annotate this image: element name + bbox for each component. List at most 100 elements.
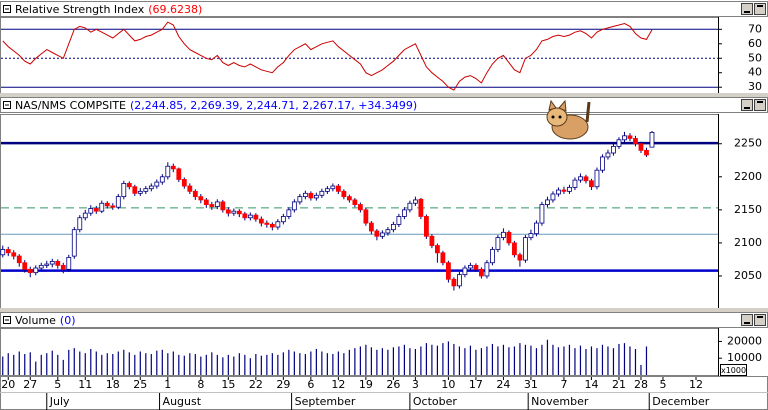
maximize-button[interactable] <box>754 314 766 326</box>
cat-head <box>546 107 568 127</box>
x-tick-label: 5 <box>54 378 61 391</box>
candle-body <box>517 254 523 261</box>
cat-ear <box>548 99 557 111</box>
month-label: November <box>531 395 589 408</box>
candle-body <box>512 242 517 256</box>
plot-frame <box>0 328 719 376</box>
candle-body <box>82 212 88 219</box>
candle-body <box>534 222 539 235</box>
x-tick-label: 15 <box>221 378 235 391</box>
candle-body <box>33 267 39 274</box>
y-tick-label: 2200 <box>734 170 762 183</box>
candle-body <box>578 176 583 181</box>
unit-box <box>720 364 747 376</box>
candle-body <box>583 176 589 182</box>
cat-icon <box>546 99 591 140</box>
y-tick-label: 2100 <box>734 236 762 249</box>
candle-body <box>407 202 413 211</box>
x-tick-label: 28 <box>634 378 648 391</box>
minimize-button[interactable] <box>741 314 753 326</box>
candle-body <box>214 201 220 207</box>
pane-header <box>0 312 768 328</box>
maximize-button[interactable] <box>754 3 766 15</box>
x-tick-label: 20 <box>1 378 15 391</box>
candle-body <box>313 194 319 199</box>
candle-body <box>258 218 264 224</box>
maximize-button[interactable] <box>754 99 766 111</box>
candle-body <box>225 209 231 214</box>
candle-body <box>209 204 215 207</box>
candle-body <box>451 278 457 287</box>
candle-body <box>5 249 11 254</box>
candle-body <box>545 199 550 205</box>
candle-body <box>302 192 308 198</box>
y-tick-label: 30 <box>748 80 762 93</box>
y-tick-label: 2150 <box>734 203 762 216</box>
pane-title-value: (2,244.85, 2,269.39, 2,244.71, 2,267.17,… <box>130 99 417 112</box>
x-tick-label: 10 <box>441 378 455 391</box>
candle-body <box>627 135 633 139</box>
candle-body <box>550 193 556 201</box>
candle-body <box>247 214 253 219</box>
minimize-button[interactable] <box>741 99 753 111</box>
candle-body <box>93 208 99 212</box>
pane-title: NAS/NMS COMPSITE <box>15 99 126 112</box>
candle-body <box>104 202 110 207</box>
candle-body <box>192 190 198 198</box>
candle-body <box>479 268 484 277</box>
month-label: October <box>413 395 457 408</box>
candle-body <box>324 188 330 192</box>
candle-body <box>379 232 385 237</box>
candle-body <box>352 199 358 205</box>
candle-body <box>346 196 352 201</box>
candle-body <box>176 168 182 180</box>
candle-body <box>644 149 649 156</box>
candle-body <box>44 263 50 266</box>
candle-body <box>170 165 176 170</box>
candle-body <box>66 257 72 270</box>
candle-body <box>589 180 594 188</box>
candle-body <box>115 196 121 208</box>
y-tick-label: 20000 <box>727 334 762 347</box>
candle-body <box>198 196 204 201</box>
candle-body <box>159 176 165 183</box>
cat-ear <box>558 99 567 112</box>
candle-body <box>506 231 512 244</box>
month-label: December <box>652 395 710 408</box>
x-tick-label: 7 <box>560 378 567 391</box>
pane-title-value: (0) <box>60 314 76 327</box>
candle-body <box>280 216 286 223</box>
x-tick-label: 14 <box>584 378 598 391</box>
candle-body <box>440 252 446 264</box>
candle-body <box>423 216 429 237</box>
candle-body <box>55 261 61 266</box>
candle-body <box>594 169 600 188</box>
candle-body <box>110 205 116 208</box>
candle-body <box>335 185 341 192</box>
x-tick-label: 17 <box>469 378 483 391</box>
candle-body <box>181 179 187 187</box>
candle-body <box>269 223 275 228</box>
candle-body <box>220 201 226 211</box>
pane-title-value: (69.6238) <box>148 3 202 16</box>
x-tick-label: 1 <box>164 378 171 391</box>
minimize-button[interactable] <box>741 3 753 15</box>
candle-body <box>418 198 424 217</box>
candle-body <box>600 156 605 171</box>
candle-body <box>253 214 259 220</box>
x-tick-label: 22 <box>249 378 263 391</box>
candle-body <box>649 131 655 148</box>
candle-body <box>633 138 638 145</box>
candle-body <box>357 204 363 211</box>
y-tick-label: 50 <box>748 51 762 64</box>
candle-body <box>490 249 495 264</box>
candle-body <box>468 264 473 269</box>
candle-body <box>495 237 501 250</box>
candle-body <box>60 264 66 270</box>
candle-body <box>99 202 105 212</box>
x-tick-label: 5 <box>659 378 666 391</box>
candle-body <box>523 237 528 261</box>
pane-title: Relative Strength Index <box>15 3 145 16</box>
candle-body <box>528 233 534 239</box>
